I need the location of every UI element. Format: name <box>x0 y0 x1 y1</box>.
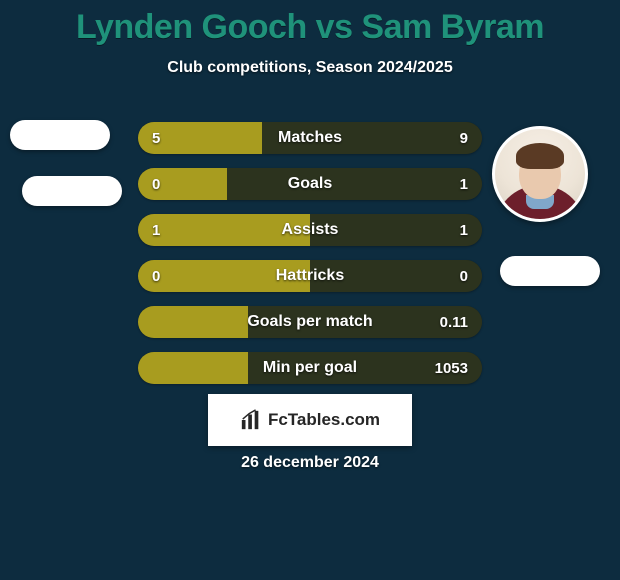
page-subtitle: Club competitions, Season 2024/2025 <box>0 59 620 77</box>
stat-row: Hattricks00 <box>138 260 482 292</box>
logo-box: FcTables.com <box>208 394 412 446</box>
stat-fill-right <box>262 122 482 154</box>
stat-fill-left <box>138 352 248 384</box>
logo-bars-icon <box>240 409 262 431</box>
stat-fill-right <box>310 260 482 292</box>
stat-fill-left <box>138 168 227 200</box>
stat-row: Min per goal1053 <box>138 352 482 384</box>
stat-fill-left <box>138 214 310 246</box>
stat-fill-right <box>310 214 482 246</box>
page-title: Lynden Gooch vs Sam Byram <box>0 0 620 47</box>
stat-fill-right <box>248 352 482 384</box>
stat-fill-right <box>227 168 482 200</box>
logo-text: FcTables.com <box>268 410 380 430</box>
player-left-badge-2 <box>22 176 122 206</box>
stat-row: Goals per match0.11 <box>138 306 482 338</box>
stat-row: Goals01 <box>138 168 482 200</box>
stat-fill-left <box>138 260 310 292</box>
stats-bars: Matches59 Goals01 Assists11 Hattricks00 Goal… <box>138 122 482 398</box>
player-right-badge <box>500 256 600 286</box>
player-right-avatar <box>492 126 588 222</box>
stat-row: Matches59 <box>138 122 482 154</box>
stat-row: Assists11 <box>138 214 482 246</box>
player-left-badge-1 <box>10 120 110 150</box>
stat-fill-right <box>248 306 482 338</box>
stat-fill-left <box>138 122 262 154</box>
date-label: 26 december 2024 <box>0 454 620 472</box>
stat-fill-left <box>138 306 248 338</box>
